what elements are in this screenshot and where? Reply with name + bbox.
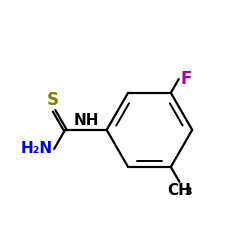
Text: NH: NH — [73, 113, 99, 128]
Text: S: S — [47, 91, 59, 109]
Text: CH: CH — [168, 183, 191, 198]
Text: 3: 3 — [185, 187, 192, 197]
Text: F: F — [181, 70, 192, 88]
Text: H₂N: H₂N — [21, 142, 53, 156]
